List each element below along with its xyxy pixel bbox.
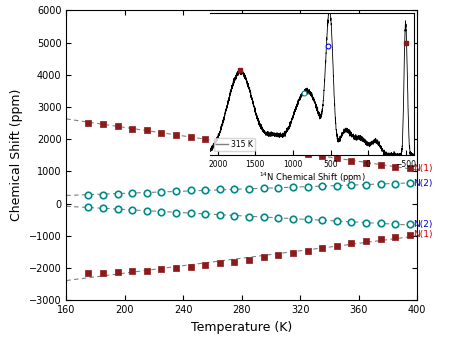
Point xyxy=(216,212,224,218)
Point xyxy=(172,210,180,215)
Point xyxy=(289,216,297,221)
Point xyxy=(333,156,340,161)
Point xyxy=(187,210,194,216)
Point xyxy=(157,209,165,215)
Point xyxy=(392,221,399,227)
Point xyxy=(84,193,92,198)
Point xyxy=(406,180,414,186)
Point xyxy=(201,263,209,268)
Point xyxy=(143,128,151,133)
Point xyxy=(319,218,326,223)
Point xyxy=(114,269,121,275)
Point xyxy=(201,187,209,193)
Point xyxy=(201,211,209,217)
Point xyxy=(377,181,384,187)
Point xyxy=(333,243,340,248)
Point xyxy=(231,259,238,264)
Point xyxy=(362,238,370,244)
Point xyxy=(260,255,267,260)
Point xyxy=(157,267,165,272)
Point xyxy=(157,189,165,195)
Point xyxy=(99,192,107,197)
Point xyxy=(304,217,311,222)
Point xyxy=(231,186,238,192)
Point xyxy=(392,164,399,169)
Point xyxy=(274,185,282,190)
Point xyxy=(216,138,224,144)
Point xyxy=(128,126,136,131)
Point xyxy=(231,213,238,218)
Point xyxy=(128,269,136,274)
Point xyxy=(143,208,151,214)
Point xyxy=(377,220,384,226)
Point xyxy=(406,166,414,171)
Point xyxy=(187,134,194,140)
Point xyxy=(274,215,282,221)
Point xyxy=(289,149,297,155)
Point xyxy=(99,270,107,275)
Point xyxy=(406,232,414,237)
Point xyxy=(172,266,180,271)
Point xyxy=(319,184,326,189)
X-axis label: Temperature (K): Temperature (K) xyxy=(191,321,292,334)
Point xyxy=(319,154,326,159)
Y-axis label: Chemical Shift (ppm): Chemical Shift (ppm) xyxy=(10,89,23,221)
Point xyxy=(274,252,282,258)
Point xyxy=(304,151,311,157)
Point xyxy=(333,218,340,224)
Point xyxy=(201,136,209,141)
Point xyxy=(114,124,121,129)
Point xyxy=(347,183,355,188)
Point xyxy=(377,236,384,241)
Point xyxy=(289,184,297,190)
Point xyxy=(245,186,253,191)
Text: N(2): N(2) xyxy=(413,179,432,188)
Point xyxy=(157,130,165,136)
Point xyxy=(114,206,121,211)
Point xyxy=(347,240,355,246)
Point xyxy=(304,184,311,189)
Point xyxy=(289,250,297,256)
Point xyxy=(392,234,399,239)
Point xyxy=(143,268,151,273)
Point xyxy=(172,132,180,138)
Point xyxy=(304,248,311,253)
Point xyxy=(274,147,282,152)
Point xyxy=(84,120,92,126)
Point xyxy=(187,264,194,269)
Point xyxy=(260,145,267,150)
Point xyxy=(319,245,326,251)
Point xyxy=(128,190,136,196)
Point xyxy=(362,182,370,187)
Point xyxy=(99,205,107,210)
Point xyxy=(99,121,107,127)
Text: N(1): N(1) xyxy=(413,164,432,173)
Point xyxy=(362,220,370,225)
Point xyxy=(260,215,267,220)
Point xyxy=(143,190,151,195)
Point xyxy=(172,188,180,194)
Point xyxy=(333,183,340,188)
Point xyxy=(128,207,136,213)
Point xyxy=(362,160,370,166)
Point xyxy=(216,261,224,266)
Point xyxy=(216,186,224,192)
Text: N(1): N(1) xyxy=(413,230,432,239)
Point xyxy=(392,181,399,187)
Point xyxy=(114,191,121,197)
Point xyxy=(245,214,253,219)
Point xyxy=(245,142,253,148)
Point xyxy=(245,257,253,262)
Point xyxy=(347,219,355,225)
Point xyxy=(84,204,92,209)
Point xyxy=(377,162,384,168)
Point xyxy=(84,270,92,276)
Text: N(2): N(2) xyxy=(413,220,432,229)
Point xyxy=(231,140,238,146)
Point xyxy=(347,158,355,164)
Point xyxy=(187,188,194,193)
Point xyxy=(406,222,414,227)
Point xyxy=(260,185,267,191)
